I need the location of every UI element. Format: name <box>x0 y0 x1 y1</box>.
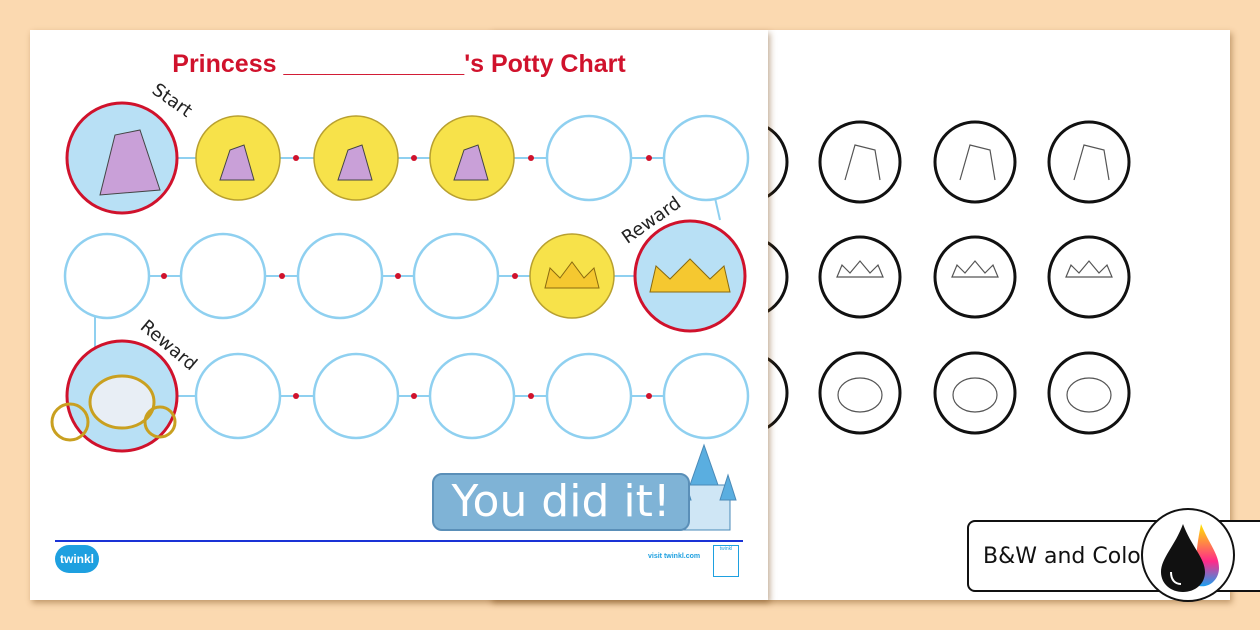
sticker-slot <box>312 352 400 440</box>
sticker-slot <box>662 114 750 202</box>
crown-icon <box>649 258 731 293</box>
crown-icon <box>544 261 600 289</box>
sticker-slot <box>296 232 384 320</box>
bw-token-princess <box>1047 120 1131 204</box>
sticker-slot <box>412 232 500 320</box>
carriage-icon <box>88 374 156 430</box>
chart-title: Princess _____________'s Potty Chart <box>172 50 626 78</box>
princess-on-horse-icon <box>99 129 161 196</box>
sticker-slot <box>545 114 633 202</box>
sticker-slot <box>428 352 516 440</box>
footer-divider <box>55 540 743 542</box>
bw-token-carriage <box>1047 351 1131 435</box>
you-did-it-banner: You did it! <box>432 473 690 531</box>
twinkl-logo: twinkl <box>55 545 99 573</box>
sticker-slot <box>194 352 282 440</box>
visit-link[interactable]: visit twinkl.com <box>648 553 701 560</box>
crown-outline-icon <box>836 260 1113 278</box>
ink-drops-icon <box>1141 508 1235 602</box>
bw-token-carriage <box>818 351 902 435</box>
sticker-slot <box>179 232 267 320</box>
sticker-slot <box>545 352 633 440</box>
bw-token-princess <box>933 120 1017 204</box>
quality-badge: twinkl <box>713 545 739 577</box>
format-label: B&W and Color <box>983 544 1150 569</box>
bw-circles <box>705 120 1131 435</box>
bw-token-carriage <box>933 351 1017 435</box>
sticker-slot <box>662 352 750 440</box>
sticker-slot <box>63 232 151 320</box>
color-sheet: Princess _____________'s Potty Chart <box>30 30 768 600</box>
princess-icon <box>219 144 489 181</box>
potty-chart-track <box>50 101 750 531</box>
bw-token-princess <box>818 120 902 204</box>
